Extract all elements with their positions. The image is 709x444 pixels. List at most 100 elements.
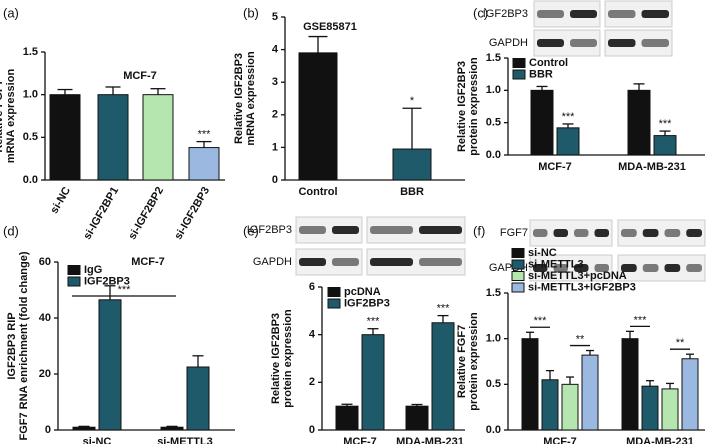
legend-label: pcDNA (344, 286, 381, 298)
y-axis-label: Relative IGF2BP3 (233, 53, 245, 144)
legend-swatch (512, 69, 526, 80)
y-tick-label: 4 (272, 44, 279, 56)
bar (641, 385, 659, 431)
annotation: *** (634, 314, 648, 326)
x-tick-label: si-NC (48, 185, 73, 216)
bar (661, 388, 679, 431)
blot-band (533, 264, 548, 272)
blot-band (537, 10, 564, 18)
panel-label: (b) (243, 5, 259, 20)
bar (556, 127, 580, 156)
blot-band (574, 264, 589, 272)
y-tick-label: 1.0 (486, 84, 501, 96)
blot-band (419, 226, 462, 234)
y-tick-label: 1.5 (23, 46, 38, 58)
bar (541, 379, 559, 431)
x-tick-label: MDA-MB-231 (626, 436, 694, 444)
y-axis-label: Relative IGF2BP3 (456, 61, 468, 152)
blot-band (642, 229, 659, 237)
x-tick-label: BBR (400, 186, 424, 198)
blot-label: IGF2BP3 (247, 224, 292, 236)
x-tick-label: si-IGF2BP2 (126, 185, 166, 242)
bar (653, 135, 677, 156)
x-tick-label: Control (298, 186, 337, 198)
x-tick-label: MCF-7 (343, 436, 377, 444)
legend-swatch (67, 265, 81, 275)
bar (142, 94, 174, 181)
chart-title: MCF-7 (123, 70, 157, 82)
legend-swatch (511, 248, 525, 258)
y-tick-label: 1 (272, 141, 278, 153)
blot-band (608, 39, 636, 47)
blot-band (570, 39, 597, 47)
annotation: *** (118, 284, 132, 296)
legend-label: si-METTL3+IGF2BP3 (528, 281, 636, 293)
x-tick-label: si-IGF2BP1 (81, 185, 121, 242)
x-tick-label: MDA-MB-231 (396, 436, 464, 444)
y-tick-label: 2 (309, 376, 315, 388)
y-tick-label: 0.0 (23, 174, 38, 186)
bar (561, 383, 579, 431)
y-tick-label: 0 (272, 174, 278, 186)
y-tick-label: 1.5 (486, 52, 501, 64)
blot-band (664, 264, 681, 272)
bar (160, 426, 184, 431)
blot-band (621, 264, 637, 272)
bar (98, 299, 122, 431)
legend-swatch (327, 287, 341, 297)
blot-band (570, 10, 597, 18)
blot-band (299, 258, 326, 266)
bar (186, 366, 210, 431)
bar (405, 405, 429, 431)
y-axis-label: FGF7 RNA enrichment (fold change) (18, 251, 30, 440)
blot-band (537, 39, 564, 47)
blot-label: GAPDH (489, 37, 528, 49)
y-axis-label: Relative IGF2BP3 (270, 313, 282, 404)
blot-label: GAPDH (253, 256, 292, 268)
y-tick-label: 0.5 (486, 117, 501, 129)
x-tick-label: si-METTL3 (157, 436, 213, 444)
y-axis-label: protein expression (468, 312, 480, 411)
y-tick-label: 0.5 (23, 131, 38, 143)
bar (627, 89, 651, 156)
blot-band (686, 229, 702, 237)
bar (49, 94, 81, 181)
blot-band (553, 264, 568, 272)
bar (530, 89, 554, 156)
y-axis-label: IGF2BP3 RIP (6, 312, 18, 379)
blot-band (553, 229, 568, 237)
y-tick-label: 60 (39, 256, 51, 268)
blot-band (533, 229, 548, 237)
blot-band (608, 10, 636, 18)
blot-band (332, 226, 359, 234)
blot-band (419, 258, 462, 266)
significance-label: *** (198, 129, 212, 141)
blot-label: IGF2BP3 (483, 8, 528, 20)
x-tick-label: MDA-MB-231 (618, 161, 686, 173)
y-tick-label: 4 (309, 329, 316, 341)
y-tick-label: 0 (309, 424, 315, 436)
blot-band (574, 229, 589, 237)
bar (681, 358, 699, 431)
y-tick-label: 1.0 (23, 89, 38, 101)
bar (621, 338, 639, 431)
legend-swatch (511, 282, 525, 293)
legend-swatch (512, 58, 526, 68)
x-tick-label: MCF-7 (538, 161, 572, 173)
x-tick-label: si-IGF2BP3 (172, 185, 212, 242)
blot-band (594, 229, 609, 237)
bar (298, 52, 338, 181)
significance-label: *** (659, 118, 673, 130)
blot-band (664, 229, 681, 237)
y-axis-label: Relative FGF7 (0, 79, 5, 152)
bar (521, 338, 539, 431)
y-axis-label: Relative FGF7 (456, 325, 468, 398)
y-tick-label: 0 (45, 424, 51, 436)
significance-label: *** (437, 303, 451, 315)
panel-label: (f) (473, 223, 485, 238)
y-tick-label: 20 (39, 368, 51, 380)
legend-swatch (327, 298, 341, 309)
legend-label: si-NC (528, 247, 557, 259)
significance-label: * (410, 95, 415, 107)
